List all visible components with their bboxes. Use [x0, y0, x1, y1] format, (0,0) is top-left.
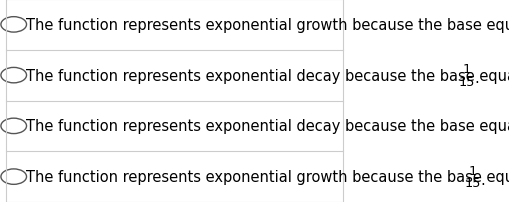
Text: The function represents exponential decay because the base equals 15.: The function represents exponential deca… — [26, 119, 509, 134]
Text: 1: 1 — [463, 63, 471, 76]
Text: The function represents exponential growth because the base equals 15.: The function represents exponential grow… — [26, 18, 509, 33]
Text: .: . — [481, 172, 486, 187]
Text: 1: 1 — [469, 164, 477, 177]
Text: 15: 15 — [459, 75, 475, 88]
Text: 15: 15 — [465, 176, 481, 189]
Text: .: . — [475, 71, 479, 86]
Text: The function represents exponential decay because the base equals: The function represents exponential deca… — [26, 68, 509, 83]
Text: The function represents exponential growth because the base equals: The function represents exponential grow… — [26, 169, 509, 184]
